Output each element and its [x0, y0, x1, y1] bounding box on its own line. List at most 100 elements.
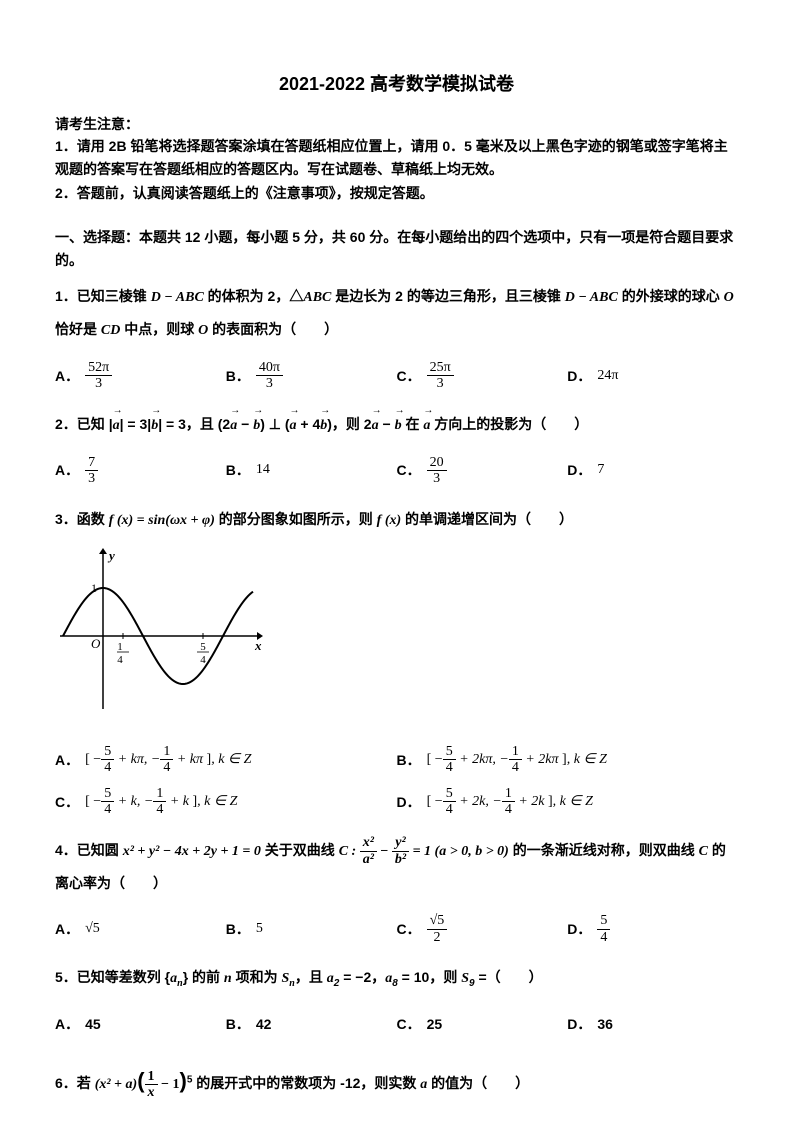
q6-b: 的展开式中的常数项为 -12，则实数 — [192, 1075, 420, 1091]
q4-b: 关于双曲线 — [261, 842, 339, 858]
q5-option-a: A． 45 — [55, 1003, 226, 1045]
q4c-num: √5 — [427, 913, 448, 929]
q3b-den1: 4 — [443, 760, 456, 775]
q3a-1: − — [93, 752, 101, 767]
q3-m2: f (x) — [377, 513, 402, 528]
label-c: C． — [397, 918, 421, 940]
q3d-num1: 5 — [443, 786, 456, 802]
q4-f1d: a² — [360, 852, 377, 867]
q3b-mid1: + 2kπ, − — [456, 752, 509, 767]
q5c: 25 — [427, 1013, 443, 1035]
label-c: C． — [397, 365, 421, 387]
q3d-den1: 4 — [443, 802, 456, 817]
svg-text:1: 1 — [117, 641, 123, 653]
q4-f2n: y² — [392, 835, 409, 851]
q1c-den: 3 — [427, 376, 454, 391]
label-a: A． — [55, 918, 79, 940]
q3c-den2: 4 — [153, 802, 166, 817]
q4-m2a: C : — [339, 844, 360, 859]
q3-b: 的部分图象如图所示，则 — [215, 511, 377, 527]
q6-m1a: (x² + a) — [95, 1077, 138, 1092]
q1-m1: D − ABC — [151, 290, 204, 305]
notice-line-1: 1．请用 2B 铅笔将选择题答案涂填在答题纸相应位置上，请用 0．5 毫米及以上… — [55, 135, 738, 180]
q3d-tail: , k ∈ Z — [553, 794, 593, 809]
q4-option-a: A．√5 — [55, 908, 226, 950]
q5b: 42 — [256, 1013, 272, 1035]
q4d-num: 5 — [597, 913, 610, 929]
q1-m6: O — [198, 323, 208, 338]
q1-c: 是边长为 2 的等边三角形，且三棱锥 — [331, 288, 564, 304]
label-a: A． — [55, 749, 79, 771]
q1-m2: ABC — [303, 290, 331, 305]
q1-f: 中点，则球 — [120, 321, 198, 337]
q2c-num: 20 — [427, 455, 447, 471]
q1-e: 恰好是 — [55, 321, 101, 337]
sine-graph: yxO11454 — [55, 546, 738, 722]
q3a-den2: 4 — [160, 760, 173, 775]
q6-fd: x — [145, 1085, 158, 1100]
label-b: B． — [226, 1013, 250, 1035]
q4d-den: 4 — [597, 930, 610, 945]
label-d: D． — [567, 1013, 591, 1035]
question-3: 3．函数 f (x) = sin(ωx + φ) 的部分图象如图所示，则 f (… — [55, 504, 738, 537]
q4-f1n: x² — [360, 835, 377, 851]
q3a-mid1: + kπ, − — [114, 752, 160, 767]
sine-svg: yxO11454 — [55, 546, 265, 714]
q4-f2d: b² — [392, 852, 409, 867]
q3-text: 3．函数 f (x) = sin(ωx + φ) 的部分图象如图所示，则 f (… — [55, 511, 573, 527]
q3c-num2: 1 — [153, 786, 166, 802]
q5a: 45 — [85, 1013, 101, 1035]
section-1-heading: 一、选择题：本题共 12 小题，每小题 5 分，共 60 分。在每小题给出的四个… — [55, 226, 738, 271]
q3c-mid1: + k, − — [114, 794, 153, 809]
q3-option-c: C． [ −54 + k, −14 + k ], k ∈ Z — [55, 781, 397, 823]
q1-m3: D − ABC — [565, 290, 618, 305]
svg-text:O: O — [91, 636, 101, 651]
q3-option-a: A． [ −54 + kπ, −14 + kπ ], k ∈ Z — [55, 739, 397, 781]
q3c-den1: 4 — [101, 802, 114, 817]
label-b: B． — [226, 918, 250, 940]
q1-m5: CD — [101, 323, 120, 338]
svg-text:5: 5 — [200, 641, 206, 653]
q1-option-c: C．25π3 — [397, 355, 568, 397]
q2d: 7 — [597, 459, 604, 481]
label-a: A． — [55, 365, 79, 387]
q4-mid: − — [377, 844, 392, 859]
q5d: 36 — [597, 1013, 613, 1035]
q3d-mid1: + 2k, − — [456, 794, 502, 809]
q1b-num: 40π — [256, 360, 283, 376]
q3a-num1: 5 — [101, 744, 114, 760]
q1-option-a: A．52π3 — [55, 355, 226, 397]
q1-g: 的表面积为（ ） — [208, 321, 338, 337]
q1-d: 的外接球的球心 — [618, 288, 724, 304]
label-d: D． — [567, 459, 591, 481]
question-6: 6．若 (x² + a)(1x − 1)5 的展开式中的常数项为 -12，则实数… — [55, 1057, 738, 1105]
q3b-1: − — [435, 752, 443, 767]
q1-m4: O — [724, 290, 734, 305]
label-a: A． — [55, 1013, 79, 1035]
q3b-tail: , k ∈ Z — [567, 752, 607, 767]
q2-option-a: A．73 — [55, 450, 226, 492]
q3c-tail: , k ∈ Z — [197, 794, 237, 809]
q2-option-c: C．203 — [397, 450, 568, 492]
q1d: 24π — [597, 365, 618, 387]
q1-a: 1．已知三棱锥 — [55, 288, 151, 304]
q4-m2b: = 1 (a > 0, b > 0) — [409, 844, 509, 859]
q6-text: 6．若 (x² + a)(1x − 1)5 的展开式中的常数项为 -12，则实数… — [55, 1075, 529, 1091]
q6-m1b: − 1 — [158, 1077, 180, 1092]
notice-heading: 请考生注意： — [55, 113, 738, 135]
q3c-1: − — [93, 794, 101, 809]
q1b-den: 3 — [256, 376, 283, 391]
q3d-num2: 1 — [502, 786, 515, 802]
q2-option-d: D． 7 — [567, 450, 738, 492]
label-c: C． — [397, 1013, 421, 1035]
q3c-num1: 5 — [101, 786, 114, 802]
q3a-den1: 4 — [101, 760, 114, 775]
q5-options: A． 45 B． 42 C． 25 D． 36 — [55, 1003, 738, 1045]
q3-option-d: D． [ −54 + 2k, −14 + 2k ], k ∈ Z — [397, 781, 739, 823]
q2-text: 2．已知 |a| = 3|b| = 3，且 (2a − b) ⊥ (a + 4b… — [55, 416, 588, 432]
exam-title: 2021-2022 高考数学模拟试卷 — [55, 70, 738, 99]
q1a-num: 52π — [85, 360, 112, 376]
q4-text: 4．已知圆 x² + y² − 4x + 2y + 1 = 0 关于双曲线 C … — [55, 842, 726, 891]
q1-b: 的体积为 2，△ — [204, 288, 304, 304]
q1-text: 1．已知三棱锥 D − ABC 的体积为 2，△ABC 是边长为 2 的等边三角… — [55, 288, 734, 337]
